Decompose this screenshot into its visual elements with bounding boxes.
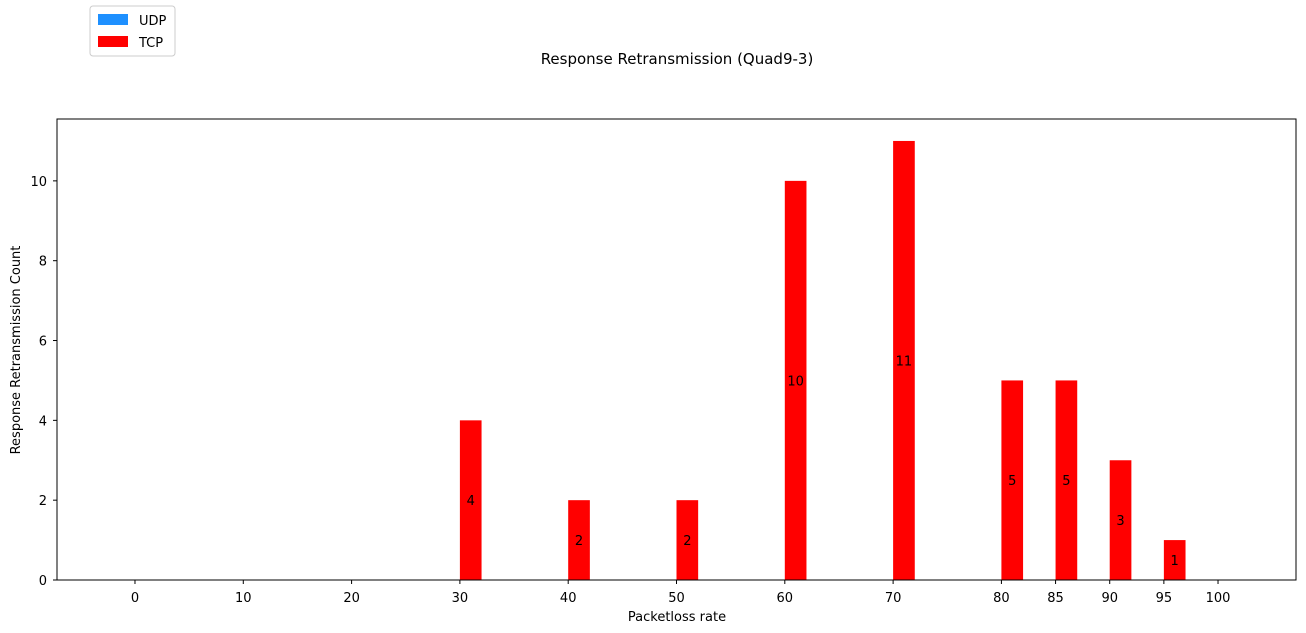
y-axis: 0 2 4 6 8 10 — [30, 175, 57, 589]
legend: UDP TCP — [89, 5, 176, 57]
legend-label-tcp: TCP — [138, 36, 163, 51]
bar-tcp-95 — [1163, 540, 1186, 580]
bar-tcp-30 — [459, 420, 482, 580]
x-tick-label: 100 — [1206, 591, 1231, 606]
bar-tcp-80 — [1001, 380, 1024, 580]
bar-tcp-60 — [784, 180, 807, 581]
x-tick-label: 60 — [777, 591, 794, 606]
chart-title: Response Retransmission (Quad9-3) — [541, 50, 814, 68]
bar-tcp-40 — [568, 500, 590, 580]
bar-label-50: 2 — [683, 534, 691, 549]
bar-label-80: 5 — [1008, 474, 1016, 489]
x-tick-label: 50 — [668, 591, 685, 606]
bar-label-70: 11 — [896, 354, 913, 369]
x-tick-label: 70 — [885, 591, 902, 606]
x-tick-label: 90 — [1101, 591, 1118, 606]
x-tick-label: 30 — [452, 591, 469, 606]
bar-label-90: 3 — [1116, 514, 1124, 529]
legend-swatch-udp — [98, 14, 128, 25]
x-tick-label: 10 — [235, 591, 252, 606]
bar-tcp-85 — [1055, 380, 1078, 580]
y-tick-label: 10 — [30, 175, 47, 190]
bar-tcp-50 — [676, 500, 699, 580]
legend-swatch-tcp — [98, 36, 128, 47]
legend-label-udp: UDP — [139, 14, 167, 29]
bar-labels: 4 2 2 10 11 5 5 3 1 — [467, 354, 1179, 569]
bar-label-30: 4 — [467, 494, 475, 509]
x-tick-label: 80 — [993, 591, 1010, 606]
x-tick-label: 40 — [560, 591, 577, 606]
bar-label-85: 5 — [1062, 474, 1070, 489]
y-tick-label: 2 — [39, 494, 47, 509]
bar-label-40: 2 — [575, 534, 583, 549]
bar-label-95: 1 — [1171, 554, 1179, 569]
bar-tcp-90 — [1109, 460, 1132, 580]
x-axis: 0 10 20 30 40 50 60 70 80 85 90 95 100 — [131, 580, 1231, 606]
x-tick-label: 0 — [131, 591, 139, 606]
bar-label-60: 10 — [787, 374, 804, 389]
y-tick-label: 0 — [39, 574, 47, 589]
x-tick-label: 20 — [343, 591, 360, 606]
y-tick-label: 4 — [39, 414, 47, 429]
x-tick-label: 95 — [1156, 591, 1173, 606]
bars — [459, 140, 1186, 581]
x-axis-label: Packetloss rate — [628, 610, 726, 625]
x-tick-label: 85 — [1047, 591, 1064, 606]
bar-tcp-70 — [893, 140, 915, 580]
y-tick-label: 6 — [39, 335, 47, 350]
y-axis-label: Response Retransmission Count — [9, 246, 24, 455]
y-tick-label: 8 — [39, 255, 47, 270]
